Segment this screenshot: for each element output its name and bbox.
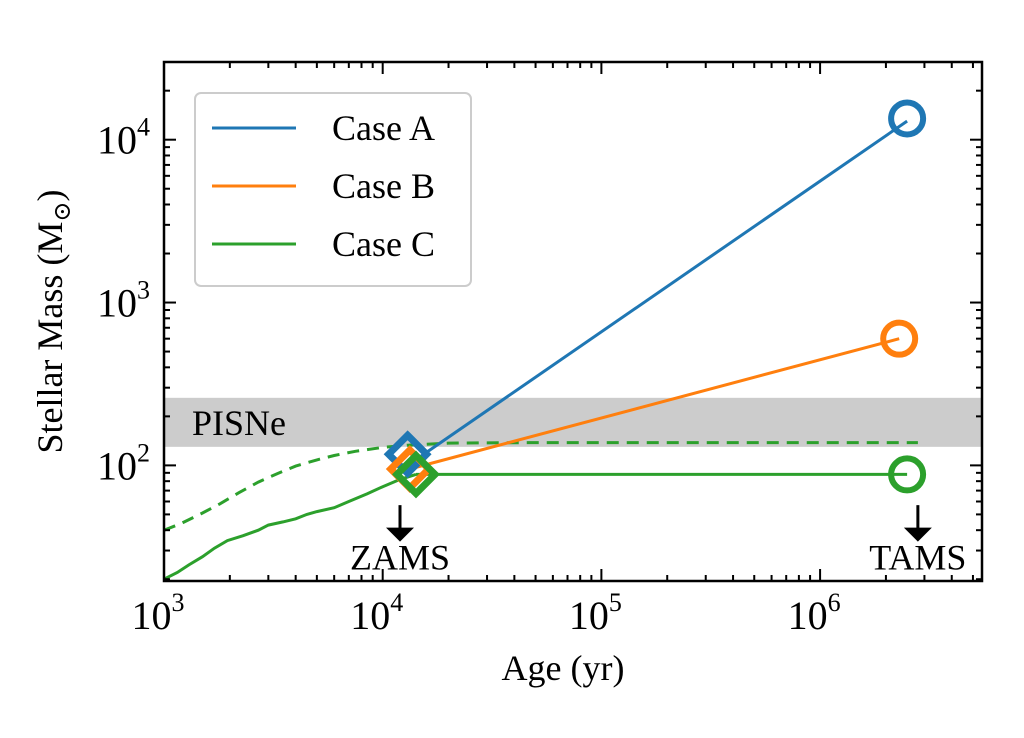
x-tick-label-exponent: 6: [828, 588, 841, 617]
series-line-case-a: [406, 119, 908, 467]
legend-label-case-a: Case A: [332, 108, 435, 148]
plot-content: [164, 119, 982, 581]
legend: Case A Case B Case C: [194, 92, 472, 287]
x-tick-label-base: 10: [350, 593, 390, 638]
x-tick-label-exponent: 3: [172, 588, 185, 617]
tams-label: TAMS: [869, 538, 966, 578]
y-tick-label: 103: [97, 276, 150, 326]
zams-marker-case-c: [392, 450, 440, 499]
x-tick-label: 106: [788, 588, 841, 638]
tams-marker-case-b: [880, 319, 919, 358]
y-axis-label: Stellar Mass (M⊙): [30, 189, 76, 453]
y-tick-label-exponent: 4: [137, 113, 150, 142]
y-axis-label-main: Stellar Mass (M: [30, 222, 70, 454]
tams-arrow-head: [903, 527, 932, 542]
y-tick-label-base: 10: [97, 281, 137, 326]
pisne-band: [164, 397, 982, 447]
y-tick-label-base: 10: [97, 443, 137, 488]
y-tick-label-exponent: 2: [137, 438, 150, 467]
x-tick-label: 103: [132, 588, 185, 638]
y-axis-label-subscript: ⊙: [50, 201, 76, 221]
dashed-track-line: [164, 441, 918, 532]
pisne-label: PISNe: [192, 403, 286, 443]
x-tick-label-base: 10: [132, 593, 172, 638]
zams-marker-case-a: [383, 430, 432, 479]
shared-early-track-line: [164, 472, 417, 581]
y-tick-label-exponent: 3: [137, 276, 150, 305]
tams-marker-case-c: [888, 455, 927, 494]
zams-arrow-head: [386, 527, 415, 542]
plot-area: PISNe ZAMS TAMS: [164, 99, 982, 581]
x-axis-label: Age (yr): [502, 648, 625, 688]
x-tick-label-exponent: 4: [390, 588, 403, 617]
y-tick-label-base: 10: [97, 118, 137, 163]
legend-box: [194, 92, 472, 287]
x-tick-label: 104: [350, 588, 403, 638]
x-tick-label-exponent: 5: [609, 588, 622, 617]
plot-frame: [162, 60, 984, 583]
legend-label-case-c: Case C: [332, 224, 435, 264]
x-tick-label: 105: [569, 588, 622, 638]
legend-label-case-b: Case B: [332, 166, 435, 206]
zams-label: ZAMS: [350, 538, 450, 578]
y-axis-label-close: ): [30, 189, 70, 201]
x-tick-label-base: 10: [788, 593, 828, 638]
y-tick-label: 104: [97, 113, 150, 163]
x-tick-label-base: 10: [569, 593, 609, 638]
y-tick-label: 102: [97, 438, 150, 488]
series-line-case-b: [409, 337, 900, 471]
tams-marker-case-a: [888, 99, 927, 138]
